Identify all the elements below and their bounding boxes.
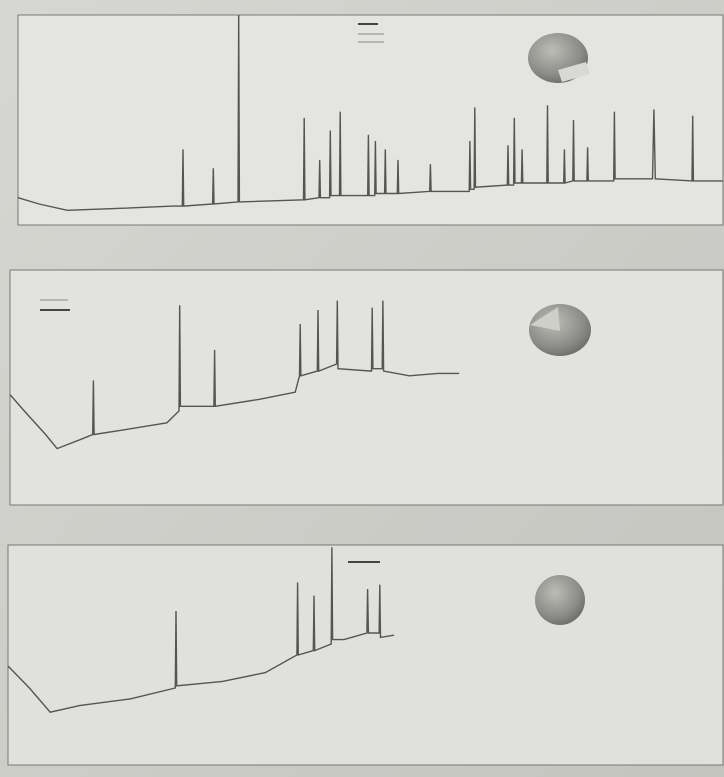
page: (() => { const data = JSON.parse(documen…: [0, 0, 724, 777]
sphere-icon: [529, 304, 591, 356]
panel: [10, 270, 723, 505]
panel: [18, 15, 723, 225]
sphere-icon: [535, 575, 585, 625]
chart: [0, 0, 724, 777]
panel: [8, 545, 723, 765]
